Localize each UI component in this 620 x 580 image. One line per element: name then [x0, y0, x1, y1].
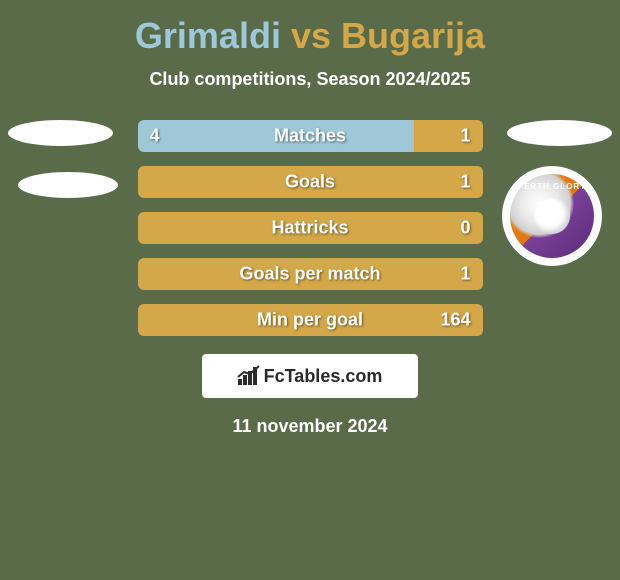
stat-row: 1 Goals per match [138, 258, 483, 290]
stats-bars: 4 1 Matches 1 Goals 0 Hattricks 1 Goals per matc… [138, 120, 483, 336]
bar-value-right: 1 [460, 264, 470, 285]
stat-row: 0 Hattricks [138, 212, 483, 244]
page-title: Grimaldi vs Bugarija [0, 15, 620, 57]
player2-club-badge: PERTH GLORY [502, 166, 602, 266]
bar-value-right: 0 [460, 218, 470, 239]
main-container: Grimaldi vs Bugarija Club competitions, … [0, 0, 620, 447]
player1-badge-2 [18, 172, 118, 198]
bar-value-right: 1 [460, 172, 470, 193]
brand-text: FcTables.com [264, 366, 383, 387]
bar-value-left: 4 [150, 126, 160, 147]
title-player1: Grimaldi [135, 15, 281, 56]
player1-badge-1 [8, 120, 113, 146]
chart-icon [238, 367, 260, 385]
player2-badge-1 [507, 120, 612, 146]
title-player2: Bugarija [341, 15, 485, 56]
club-logo-text: PERTH GLORY [518, 182, 586, 191]
comparison-area: PERTH GLORY 4 1 Matches 1 Goals 0 Hattricks 1 Go… [0, 120, 620, 336]
bar-value-right: 164 [440, 310, 470, 331]
date-label: 11 november 2024 [0, 416, 620, 437]
title-vs: vs [291, 15, 331, 56]
club-logo: PERTH GLORY [510, 174, 594, 258]
stat-row: 1 Goals [138, 166, 483, 198]
stat-row: 4 1 Matches [138, 120, 483, 152]
stat-row: 164 Min per goal [138, 304, 483, 336]
bar-label: Min per goal [257, 310, 363, 331]
bar-label: Matches [274, 126, 346, 147]
brand-content: FcTables.com [238, 366, 383, 387]
brand-box[interactable]: FcTables.com [202, 354, 418, 398]
bar-right [414, 120, 483, 152]
bar-label: Goals [285, 172, 335, 193]
bar-value-right: 1 [460, 126, 470, 147]
bar-label: Hattricks [271, 218, 348, 239]
subtitle: Club competitions, Season 2024/2025 [0, 69, 620, 90]
football-icon [534, 198, 570, 234]
bar-label: Goals per match [239, 264, 380, 285]
